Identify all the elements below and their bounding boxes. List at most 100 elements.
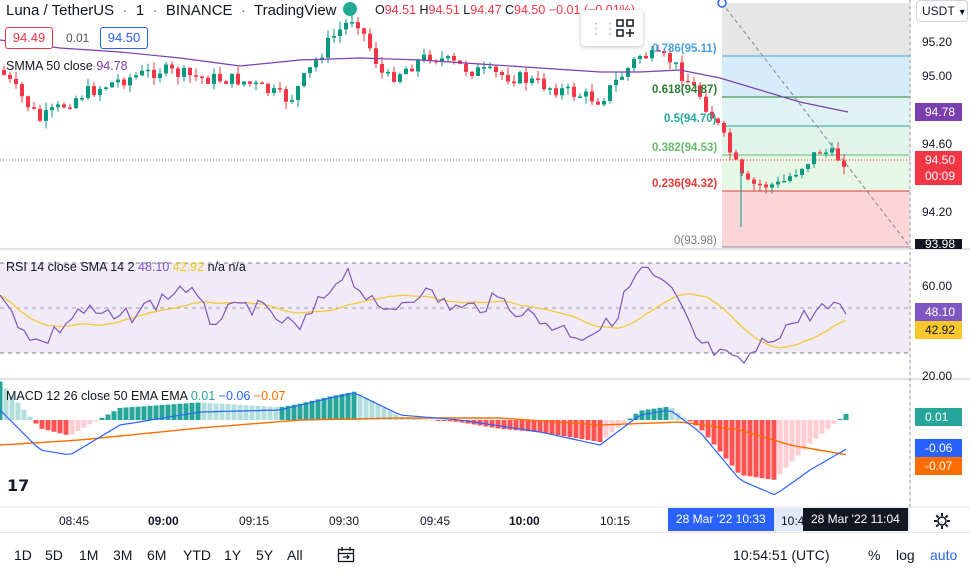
candle-body — [32, 107, 36, 109]
candle-body — [812, 152, 816, 165]
macd-hist-bar — [663, 406, 669, 420]
compare-icon[interactable] — [615, 18, 635, 38]
candle-body — [362, 28, 366, 34]
tradingview-logo-icon[interactable]: 𝟭𝟳 — [7, 478, 30, 495]
market-status-icon[interactable] — [343, 2, 357, 16]
timeframe-ytd[interactable]: YTD — [183, 547, 211, 563]
date-range-icon[interactable] — [337, 546, 355, 564]
timeframe-1m[interactable]: 1M — [79, 547, 99, 563]
macd-hist-bar — [69, 420, 75, 435]
macd-signal-badge: -0.07 — [915, 457, 962, 475]
macd-hist-bar — [15, 402, 21, 420]
rsi-na2: n/a — [228, 260, 246, 274]
candle-body — [488, 66, 492, 69]
candle-body — [50, 107, 54, 110]
macd-hist-bar — [789, 420, 795, 462]
candle-body — [836, 148, 840, 161]
timeframe-all[interactable]: All — [287, 547, 303, 563]
candle-body — [710, 111, 714, 119]
candle-body — [200, 76, 204, 79]
macd-hist-bar — [591, 420, 597, 442]
candle-body — [332, 35, 336, 38]
timeframe-6m[interactable]: 6M — [147, 547, 167, 563]
rsi-sma-line — [0, 293, 847, 349]
candle-body — [116, 79, 120, 83]
range-start-label: 28 Mar '22 10:33 — [668, 508, 774, 531]
macd-hist-bar — [315, 399, 321, 420]
macd-hist-bar — [681, 417, 687, 420]
smma-line — [0, 39, 849, 113]
price-tick: 95.00 — [921, 69, 952, 83]
candle-body — [272, 88, 276, 93]
macd-label: MACD 12 26 close 50 EMA EMA — [6, 389, 188, 403]
macd-hist-bar — [453, 420, 459, 422]
rsi-legend[interactable]: RSI 14 close SMA 14 2 48.10 42.92 n/a n/… — [6, 260, 246, 274]
macd-hist-bar — [63, 420, 69, 435]
macd-hist-bar — [339, 394, 345, 420]
timeframe-1d[interactable]: 1D — [14, 547, 32, 563]
macd-hist-bar — [117, 407, 123, 420]
candle-body — [56, 104, 60, 108]
price-tick: 95.20 — [921, 35, 952, 49]
percent-toggle[interactable]: % — [868, 547, 881, 563]
timeframe-3m[interactable]: 3M — [113, 547, 133, 563]
candle-body — [392, 72, 396, 82]
sell-button[interactable]: 94.49 — [5, 27, 53, 49]
candle-body — [572, 86, 576, 97]
macd-legend[interactable]: MACD 12 26 close 50 EMA EMA 0.01 −0.06 −… — [6, 389, 285, 403]
macd-hist-bar — [141, 406, 147, 420]
candle-body — [284, 89, 288, 102]
timeframe-5d[interactable]: 5D — [45, 547, 63, 563]
price-tick: 94.60 — [921, 137, 952, 151]
macd-hist-bar — [27, 416, 33, 420]
interval: 1 — [135, 2, 145, 19]
macd-hist-bar — [819, 420, 825, 434]
candle-body — [290, 100, 294, 102]
candle-body — [698, 85, 702, 97]
candle-body — [356, 22, 360, 29]
macd-hist-bar — [831, 420, 837, 424]
macd-hist-bar — [303, 402, 309, 420]
candle-body — [482, 67, 486, 69]
candle-body — [92, 86, 96, 96]
candle-body — [314, 60, 318, 68]
candle-body — [344, 22, 348, 30]
candle-body — [236, 73, 240, 85]
open-label: O — [375, 3, 385, 17]
timeframe-5y[interactable]: 5Y — [256, 547, 274, 563]
bottom-toolbar: 1D 5D 1M 3M 6M YTD 1Y 5Y All 10:54:51 (U… — [0, 532, 970, 577]
timeframe-1y[interactable]: 1Y — [224, 547, 242, 563]
candle-body — [176, 68, 180, 77]
candle-body — [464, 63, 468, 72]
macd-hist-bar — [717, 420, 723, 452]
auto-toggle[interactable]: auto — [930, 547, 958, 563]
time-tick: 09:45 — [420, 514, 451, 528]
macd-hist-bar — [411, 417, 417, 420]
floating-toolbar[interactable]: ⋮⋮ — [581, 10, 643, 46]
symbol-title[interactable]: Luna / TetherUS · 1 · BINANCE · TradingV… — [6, 2, 337, 19]
currency-select[interactable]: USDT ▼ — [916, 0, 968, 22]
candle-body — [548, 88, 552, 90]
candle-body — [686, 80, 690, 83]
macd-hist-bar — [195, 402, 201, 420]
macd-hist-bar — [285, 405, 291, 420]
candle-body — [566, 86, 570, 89]
symbol-name: Luna / TetherUS — [6, 2, 115, 19]
drag-handle-icon[interactable]: ⋮⋮ — [589, 20, 617, 36]
candle-body — [326, 37, 330, 58]
buy-button[interactable]: 94.50 — [100, 27, 148, 49]
settings-icon[interactable] — [933, 512, 951, 530]
macd-hist-bar — [273, 406, 279, 420]
macd-hist-bar — [669, 408, 675, 420]
smma-price-badge: 94.78 — [915, 103, 962, 121]
utc-clock[interactable]: 10:54:51 (UTC) — [733, 547, 830, 563]
log-toggle[interactable]: log — [896, 547, 915, 563]
candle-body — [788, 176, 792, 181]
smma-legend[interactable]: SMMA 50 close 94.78 — [6, 59, 128, 73]
candle-body — [524, 72, 528, 83]
candle-body — [374, 48, 378, 65]
time-tick: 10:15 — [600, 514, 631, 528]
macd-signal-line — [0, 417, 847, 456]
macd-hist-bar — [351, 391, 357, 420]
